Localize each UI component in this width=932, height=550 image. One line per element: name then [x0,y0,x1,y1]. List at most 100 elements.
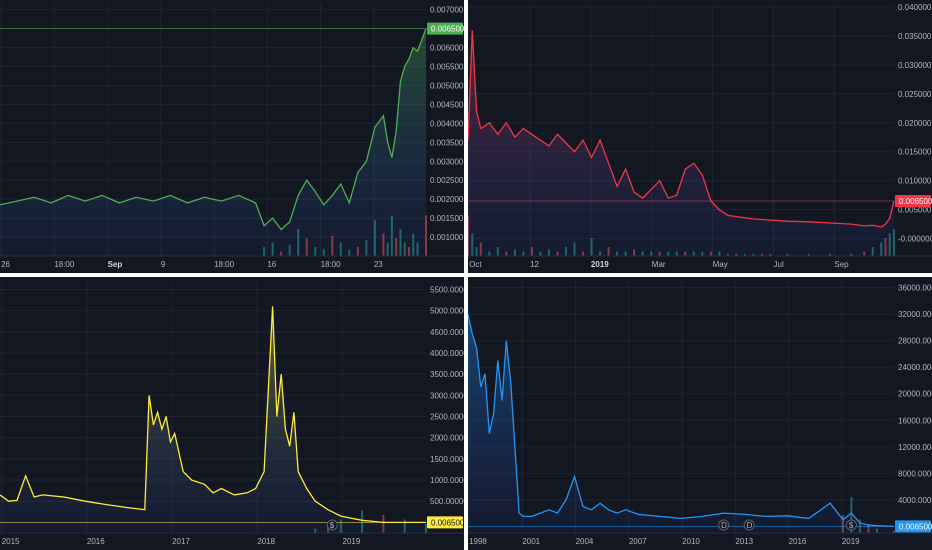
x-tick-label-3: 2007 [629,537,647,546]
y-tick-label-6: 0.004000 [430,119,464,128]
event-marker-label: D [721,521,727,530]
series-area [468,30,894,256]
y-tick-label-10: 0.002000 [430,195,464,204]
y-tick-label-2: 0.006000 [430,44,464,53]
event-marker [845,519,857,531]
x-tick-label-7: 23 [374,260,383,269]
y-tick-label-1: 32000.000000 [898,310,932,319]
y-tick-label-4: 3500.000000 [430,370,464,379]
y-tick-label-4: 0.005000 [430,81,464,90]
y-tick-label-4: 20000.000000 [898,390,932,399]
x-tick-label-3: 9 [161,260,166,269]
y-tick-label-8: -0.000000 [898,235,932,244]
x-tick-label-5: 16 [267,260,276,269]
y-tick-label-2: 4500.000000 [430,328,464,337]
chart-panel-1[interactable]: 0.007000 0.006500 0.006000 0.005500 0.005000… [0,0,464,273]
x-tick-label-4: 2019 [343,537,361,546]
y-tick-label-7: 8000.000000 [898,469,932,478]
y-tick-label-0: 0.040000 [898,3,932,12]
x-tick-label-4: 18:00 [214,260,235,269]
y-tick-label-3: 0.025000 [898,90,932,99]
y-tick-label-7: 0.005000 [898,206,932,215]
y-tick-label-5: 0.015000 [898,148,932,157]
chart-panel-4[interactable]: 36000.000000 32000.000000 28000.000000 2400… [468,277,932,550]
x-tick-label-6: 2016 [789,537,807,546]
series-area [0,306,426,533]
y-tick-label-0: 5500.000000 [430,285,464,294]
series-line [0,306,426,524]
price-tag-box [427,516,463,529]
y-tick-label-4: 0.020000 [898,119,932,128]
event-marker-label: $ [330,521,335,530]
x-tick-label-1: 2001 [522,537,540,546]
x-tick-label-1: 18:00 [54,260,75,269]
x-tick-label-0: 1998 [469,537,487,546]
x-tick-label-6: Sep [834,260,849,269]
y-tick-label-0: 36000.000000 [898,284,932,293]
y-tick-label-7: 0.003500 [430,138,464,147]
x-tick-label-4: 2010 [682,537,700,546]
x-tick-label-2: 2004 [576,537,594,546]
event-marker [743,519,755,531]
price-tag-label: 0.006500 [431,25,464,34]
y-tick-label-8: 4000.000000 [898,496,932,505]
y-tick-label-12: 0.001000 [430,233,464,242]
chart-panel-2[interactable]: 0.040000 0.035000 0.030000 0.025000 0.020000… [468,0,932,273]
y-tick-label-11: 0.001500 [430,214,464,223]
y-tick-label-5: 0.004500 [430,100,464,109]
x-tick-label-0: Oct [469,260,482,269]
chart-panel-3[interactable]: 5500.000000 5000.000000 4500.000000 4000.00… [0,277,464,550]
y-tick-label-5: 3000.000000 [430,391,464,400]
series-line [468,314,895,528]
chart-4-svg: 36000.000000 32000.000000 28000.000000 2400… [468,281,932,546]
price-tag-label: 0.006500 [899,522,932,531]
y-tick-label-1: 0.035000 [898,32,932,41]
x-tick-label-7: 2019 [842,537,860,546]
x-tick-label-3: 2018 [257,537,275,546]
x-tick-label-2: Sep [108,260,123,269]
x-tick-label-0: 2015 [2,537,20,546]
y-tick-label-6: 12000.000000 [898,443,932,452]
event-marker [326,519,338,531]
y-tick-label-1: 5000.000000 [430,307,464,316]
x-tick-label-4: May [713,260,728,269]
y-tick-label-0: 0.007000 [430,6,464,15]
y-tick-label-5: 16000.000000 [898,416,932,425]
y-tick-label-3: 4000.000000 [430,349,464,358]
price-tag-box [895,194,931,207]
chart-3-svg: 5500.000000 5000.000000 4500.000000 4000.00… [0,281,464,546]
y-tick-label-10: 500.000000 [430,497,464,506]
y-tick-label-6: 2500.000000 [430,413,464,422]
x-tick-label-6: 18:00 [321,260,342,269]
series-line [468,30,895,228]
x-tick-label-3: Mar [652,260,666,269]
chart-1-svg: 0.007000 0.006500 0.006000 0.005500 0.005000… [0,4,464,269]
y-tick-label-2: 28000.000000 [898,337,932,346]
price-tag-label: 0.006500 [431,518,464,527]
x-tick-label-2: 2017 [172,537,190,546]
price-tag-box [427,22,463,35]
y-tick-label-6: 0.010000 [898,177,932,186]
y-tick-label-3: 24000.000000 [898,363,932,372]
price-tag-label: 0.006500 [899,197,932,206]
event-marker-label: D [747,521,753,530]
event-marker-label: $ [849,521,854,530]
y-tick-label-8: 0.003000 [430,157,464,166]
x-tick-label-1: 12 [530,260,539,269]
event-marker [718,519,730,531]
x-tick-label-5: Jul [774,260,784,269]
chart-2-svg: 0.040000 0.035000 0.030000 0.025000 0.020000… [468,3,932,269]
series-line [0,28,427,231]
price-tag-box [895,520,931,533]
x-tick-label-0: 26 [1,260,10,269]
x-tick-label-2: 2019 [591,260,609,269]
y-tick-label-7: 2000.000000 [430,434,464,443]
y-tick-label-2: 0.030000 [898,61,932,70]
y-tick-label-3: 0.005500 [430,63,464,72]
x-tick-label-1: 2016 [87,537,105,546]
y-tick-label-8: 1500.000000 [430,455,464,464]
x-tick-label-5: 2013 [735,537,753,546]
y-tick-label-9: 0.002500 [430,176,464,185]
y-tick-label-9: 1000.000000 [430,476,464,485]
